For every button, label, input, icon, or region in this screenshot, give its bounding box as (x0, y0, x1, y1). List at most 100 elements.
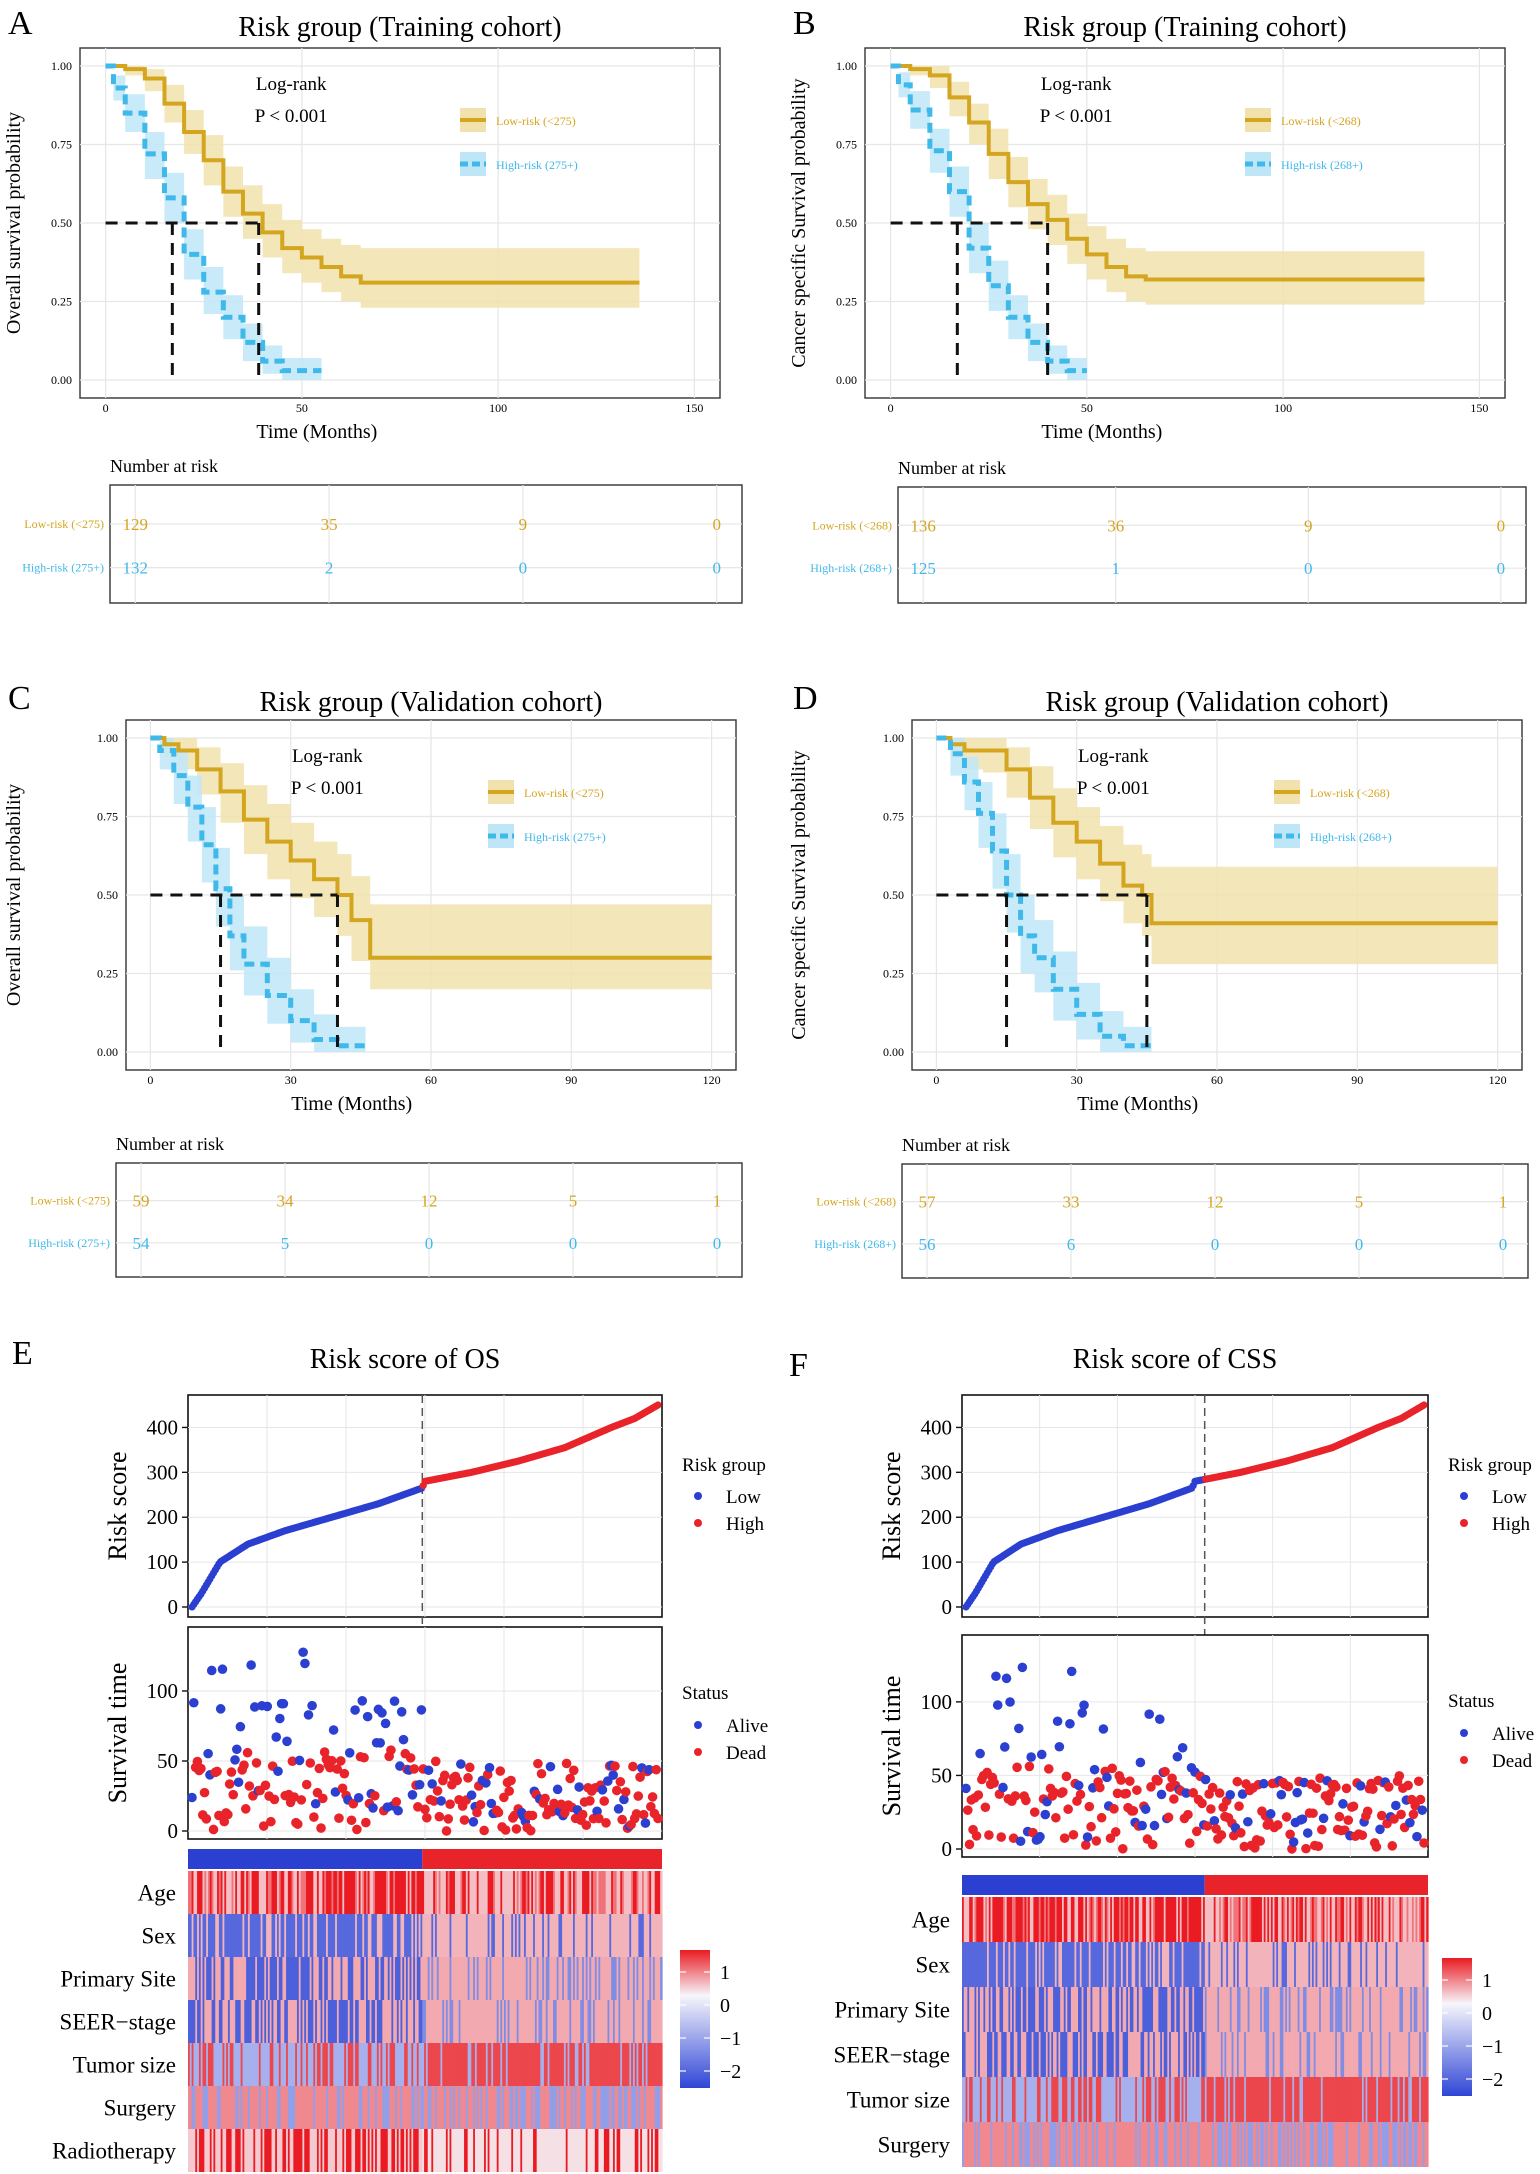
heatmap-cell (436, 1871, 440, 1914)
heatmap-cell (1233, 2077, 1236, 2122)
heatmap-cell (1328, 1897, 1331, 1942)
heatmap-cell (565, 2043, 569, 2086)
heatmap-cell (1331, 2077, 1334, 2122)
heatmap-cell (471, 2000, 474, 2043)
heatmap-cell (1040, 1987, 1043, 2032)
heatmap-cell (1201, 1987, 1204, 2032)
heatmap-cell (605, 2086, 609, 2129)
heatmap-cell (387, 2129, 391, 2172)
heatmap-cell (211, 1957, 215, 2000)
heatmap-cell (244, 1957, 247, 2000)
heatmap-cell (349, 1871, 353, 1914)
heatmap-cell (280, 1871, 284, 1914)
heatmap-cell (1385, 1987, 1388, 2032)
heatmap-cell (1399, 2077, 1402, 2122)
heatmap-cell (365, 2043, 369, 2086)
heatmap-cell (1344, 1987, 1347, 2032)
heatmap-cell (622, 1957, 625, 2000)
heatmap-cell (229, 1914, 233, 1957)
heatmap-cell (362, 2129, 365, 2172)
heatmap-cell (1076, 2032, 1079, 2077)
heatmap-cell (1172, 1897, 1176, 1942)
heatmap-cell (415, 2129, 418, 2172)
heatmap-cell (986, 2077, 990, 2122)
survival-point-dead (1075, 1789, 1086, 1800)
heatmap-cell (315, 2086, 318, 2129)
heatmap-cell (276, 1957, 280, 2000)
heatmap-cell (563, 2043, 567, 2086)
heatmap-cell (198, 1957, 202, 2000)
heatmap-cell (425, 2000, 429, 2043)
heatmap-cell (1104, 2032, 1108, 2077)
heatmap-cell (1303, 2032, 1306, 2077)
heatmap-cell (1310, 2077, 1313, 2122)
survival-point-alive (1098, 1724, 1109, 1734)
heatmap-cell (1420, 1987, 1424, 2032)
heatmap-cell (487, 2000, 491, 2043)
heatmap-cell (273, 2000, 276, 2043)
survival-point-alive (357, 1696, 368, 1706)
heatmap-cell (504, 2129, 507, 2172)
heatmap-cell (1354, 2032, 1358, 2077)
heatmap-cell (1290, 1987, 1293, 2032)
heatmap-cell (600, 1914, 603, 1957)
heatmap-cell (1017, 2032, 1020, 2077)
heatmap-cell (215, 1914, 218, 1957)
heatmap-cell (415, 2086, 418, 2129)
heatmap-cell (404, 1871, 407, 1914)
heatmap-cell (612, 1957, 616, 2000)
heatmap-cell (202, 2000, 205, 2043)
heatmap-cell (1385, 1942, 1388, 1987)
heatmap-cell (267, 2086, 271, 2129)
heatmap-cell (600, 2043, 603, 2086)
heatmap-cell (1026, 2032, 1029, 2077)
heatmap-cell (1060, 2122, 1063, 2167)
heatmap-cell (424, 1914, 427, 1957)
heatmap-cell (449, 1914, 452, 1957)
heatmap-cell (465, 1871, 469, 1914)
heatmap-cell (1353, 1942, 1356, 1987)
heatmap-cell (1067, 1987, 1070, 2032)
survival-point-dead (260, 1780, 271, 1791)
heatmap-cell (1078, 2122, 1081, 2167)
heatmap-cell (409, 2129, 412, 2172)
heatmap-cell (1074, 1942, 1077, 1987)
heatmap-cell (545, 2043, 549, 2086)
heatmap-cell (1301, 1897, 1304, 1942)
heatmap-cell (1019, 1987, 1022, 2032)
heatmap-cell (594, 2000, 598, 2043)
heatmap-cell (1008, 1942, 1011, 1987)
heatmap-cell (969, 2122, 972, 2167)
y-tick-label: 0.75 (51, 138, 72, 152)
heatmap-cell (516, 1957, 520, 2000)
heatmap-cell (645, 2000, 649, 2043)
heatmap-cell (380, 1957, 383, 2000)
heatmap-cell (1211, 1897, 1215, 1942)
heatmap-cell (1276, 2032, 1279, 2077)
heatmap-cell (496, 1957, 500, 2000)
heatmap-cell (1074, 2032, 1077, 2077)
x-axis-label: Time (Months) (291, 1093, 412, 1115)
heatmap-cell (1328, 2032, 1331, 2077)
heatmap-cell (1095, 1897, 1099, 1942)
risk-count-low: 9 (1304, 516, 1313, 535)
heatmap-cell (567, 1871, 570, 1914)
survival-point-dead (568, 1765, 579, 1776)
heatmap-cell (1069, 2032, 1072, 2077)
heatmap-cell (1335, 2032, 1338, 2077)
heatmap-cell (298, 2043, 302, 2086)
heatmap-cell (990, 2032, 993, 2077)
heatmap-cell (409, 2043, 412, 2086)
heatmap-cell (1051, 2077, 1054, 2122)
heatmap-cell (329, 1957, 333, 2000)
x-tick-label: 120 (703, 1073, 721, 1087)
heatmap-cell (1235, 1987, 1238, 2032)
heatmap-cell (315, 2000, 318, 2043)
heatmap-cell (1133, 1987, 1136, 2032)
heatmap-cell (316, 2129, 320, 2172)
heatmap-cell (1015, 2032, 1018, 2077)
heatmap-cell (433, 2000, 436, 2043)
heatmap-cell (1317, 1897, 1320, 1942)
heatmap-cell (553, 2043, 556, 2086)
heatmap-cell (1333, 2122, 1336, 2167)
